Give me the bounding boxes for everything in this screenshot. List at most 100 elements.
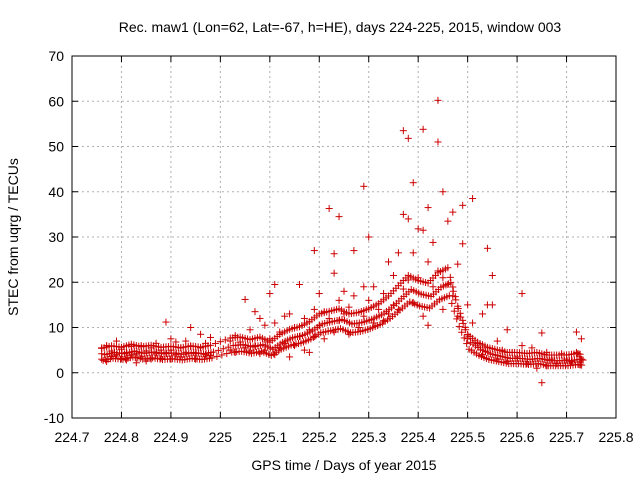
data-point — [246, 326, 254, 334]
data-point — [271, 319, 279, 327]
data-point — [445, 292, 453, 300]
data-point — [449, 283, 457, 291]
data-point — [518, 342, 526, 350]
data-point — [325, 204, 333, 212]
data-point — [360, 283, 368, 291]
data-point — [389, 271, 397, 279]
data-point — [518, 290, 526, 298]
data-point — [459, 201, 467, 209]
y-axis-label: STEC from uqrg / TECUs — [5, 158, 21, 316]
data-point — [206, 333, 214, 341]
data-point — [320, 335, 328, 343]
data-point — [286, 310, 294, 318]
data-point — [424, 204, 432, 212]
data-point — [404, 215, 412, 223]
chart-title: Rec. maw1 (Lon=62, Lat=-67, h=HE), days … — [119, 19, 562, 35]
x-tick-label: 224.7 — [54, 429, 89, 445]
data-point — [538, 329, 546, 337]
data-point — [187, 324, 195, 331]
x-tick-label: 225.3 — [351, 429, 386, 445]
data-point — [459, 240, 467, 248]
data-point — [453, 315, 461, 323]
data-point — [409, 249, 417, 257]
data-point — [365, 296, 373, 304]
data-point — [429, 238, 437, 246]
data-point — [330, 269, 338, 277]
y-tick-label: 20 — [48, 274, 64, 290]
data-point — [335, 213, 343, 221]
data-point — [419, 226, 427, 234]
data-point — [350, 247, 358, 255]
data-point — [414, 225, 422, 233]
data-point — [419, 125, 427, 133]
data-point — [365, 233, 373, 241]
data-point — [439, 274, 447, 282]
data-point — [454, 260, 462, 268]
x-tick-label: 225.4 — [401, 429, 436, 445]
data-point — [469, 319, 477, 327]
data-point — [208, 354, 216, 362]
data-point — [450, 307, 458, 315]
data-point — [460, 334, 468, 342]
data-point — [370, 283, 378, 291]
data-point — [538, 379, 546, 387]
data-point — [315, 290, 323, 298]
data-point — [439, 305, 447, 313]
x-tick-label: 224.8 — [104, 429, 139, 445]
data-point — [286, 353, 294, 361]
data-point — [503, 326, 511, 334]
data-point — [281, 312, 289, 320]
y-tick-label: 50 — [48, 139, 64, 155]
data-point — [394, 249, 402, 257]
data-point — [271, 281, 279, 289]
data-point — [305, 348, 313, 356]
data-point — [576, 350, 584, 358]
data-point — [424, 321, 432, 329]
data-point — [493, 337, 501, 345]
data-point — [219, 345, 227, 353]
data-point — [488, 301, 496, 309]
data-point — [310, 305, 318, 313]
data-point — [385, 258, 393, 266]
data-point — [335, 296, 343, 304]
data-point — [444, 217, 452, 225]
data-point — [380, 290, 388, 298]
data-point — [221, 336, 229, 344]
data-point — [251, 308, 259, 316]
data-point — [330, 250, 338, 258]
x-axis-label: GPS time / Days of year 2015 — [251, 457, 436, 473]
x-tick-label: 224.9 — [153, 429, 188, 445]
data-point — [209, 348, 217, 356]
x-tick-label: 225.2 — [302, 429, 337, 445]
data-point — [446, 273, 454, 281]
data-point — [256, 314, 264, 322]
data-point — [266, 290, 274, 298]
data-point — [409, 179, 417, 187]
data-point — [456, 309, 464, 317]
data-point — [211, 339, 219, 347]
y-tick-label: 60 — [48, 93, 64, 109]
data-point — [434, 96, 442, 104]
axis-ticks: 224.7 224.8 224.9 225 225.1 225.2 225.3 225.4 22… — [44, 48, 634, 445]
x-tick-label: 225.5 — [450, 429, 485, 445]
data-point — [464, 301, 472, 309]
y-tick-label: 40 — [48, 184, 64, 200]
data-point — [533, 364, 541, 372]
data-point — [310, 247, 318, 255]
data-point — [449, 208, 457, 216]
y-tick-label: 70 — [48, 48, 64, 64]
data-point — [461, 323, 469, 331]
data-point — [579, 356, 587, 364]
y-tick-label: 10 — [48, 320, 64, 336]
data-point — [424, 258, 432, 266]
data-point — [577, 335, 585, 343]
data-point — [454, 302, 462, 310]
data-point — [448, 299, 456, 307]
data-point — [399, 210, 407, 218]
y-tick-label: 30 — [48, 229, 64, 245]
y-tick-label: 0 — [56, 365, 64, 381]
data-point — [360, 182, 368, 190]
x-tick-label: 225 — [209, 429, 233, 445]
data-point — [216, 338, 224, 346]
data-point — [578, 361, 586, 369]
